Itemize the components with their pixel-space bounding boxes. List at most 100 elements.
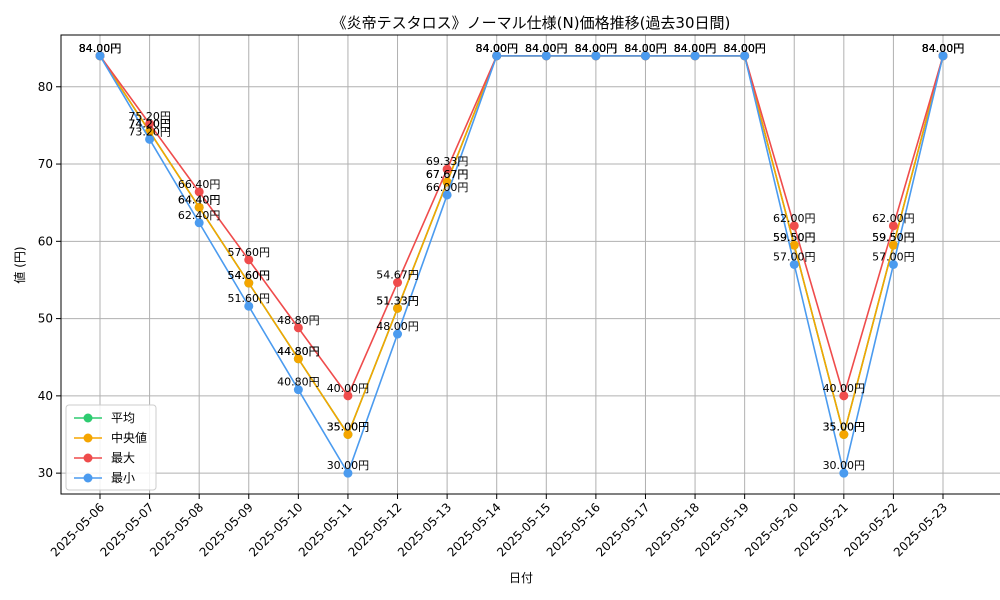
y-tick-label: 70 <box>38 157 53 171</box>
data-label: 74.20円 <box>128 118 171 131</box>
legend-entry-label: 最小 <box>111 471 135 485</box>
data-label: 69.33円 <box>426 155 469 168</box>
data-label: 84.00円 <box>723 42 766 55</box>
data-label: 40.80円 <box>277 376 320 389</box>
data-label: 84.00円 <box>922 42 965 55</box>
data-point <box>442 177 452 187</box>
data-point <box>492 51 502 61</box>
data-label: 84.00円 <box>624 42 667 55</box>
grid-lines <box>61 35 1000 494</box>
data-label: 84.00円 <box>475 42 518 55</box>
data-label: 35.00円 <box>823 421 866 434</box>
legend-entry-label: 中央値 <box>111 430 147 445</box>
legend-marker <box>83 433 93 443</box>
data-labels: 84.00円 74.20円 64.40円 54.60円 44.80円 35.00円 51.3… <box>79 42 965 472</box>
legend-marker <box>83 413 93 423</box>
data-point <box>244 301 254 311</box>
data-point <box>343 430 353 439</box>
data-point <box>293 354 303 364</box>
data-point <box>293 385 303 395</box>
data-label: 84.00円 <box>575 42 618 55</box>
data-label: 51.33円 <box>376 294 419 307</box>
data-label: 84.00円 <box>723 42 766 55</box>
data-label: 57.00円 <box>773 251 816 264</box>
data-point <box>938 51 948 61</box>
data-label: 54.60円 <box>228 269 271 282</box>
plot-frame <box>60 34 1000 495</box>
data-label: 84.00円 <box>525 42 568 55</box>
series-line <box>99 55 944 476</box>
data-label: 59.50円 <box>773 231 816 244</box>
data-label: 62.00円 <box>872 212 915 225</box>
y-tick-label: 60 <box>38 234 53 248</box>
data-label: 84.00円 <box>79 42 122 55</box>
data-label: 84.00円 <box>723 42 766 55</box>
data-point <box>640 51 650 61</box>
data-point <box>888 240 898 250</box>
data-label: 62.40円 <box>178 209 221 222</box>
data-label: 40.00円 <box>823 382 866 395</box>
data-point <box>839 430 849 439</box>
x-axis-ticks: 2025-05-062025-05-072025-05-082025-05-09… <box>48 494 950 559</box>
data-label: 67.67円 <box>426 168 469 181</box>
data-label: 48.80円 <box>277 314 320 327</box>
series-line <box>99 55 944 399</box>
legend-entry-label: 最大 <box>111 451 135 465</box>
data-point <box>393 303 403 313</box>
data-label: 54.67円 <box>376 269 419 282</box>
data-point <box>343 391 353 401</box>
data-label: 59.50円 <box>872 231 915 244</box>
data-point <box>888 221 898 231</box>
data-point <box>541 51 551 61</box>
data-label: 84.00円 <box>723 42 766 55</box>
data-label: 84.00円 <box>922 42 965 55</box>
data-point <box>591 51 601 61</box>
data-label: 57.00円 <box>872 251 915 264</box>
data-label: 44.80円 <box>277 345 320 358</box>
y-tick-label: 80 <box>38 80 53 94</box>
data-point <box>244 278 254 288</box>
data-label: 84.00円 <box>525 42 568 55</box>
legend-entry-label: 平均 <box>111 411 135 425</box>
data-label: 84.00円 <box>674 42 717 55</box>
data-point <box>244 255 254 265</box>
data-label: 67.67円 <box>426 168 469 181</box>
x-tick-label: 2025-05-23 <box>891 500 950 559</box>
data-label: 74.20円 <box>128 118 171 131</box>
data-label: 66.40円 <box>178 178 221 191</box>
data-label: 54.60円 <box>228 269 271 282</box>
data-point <box>789 221 799 231</box>
data-label: 84.00円 <box>624 42 667 55</box>
x-axis-label: 日付 <box>509 571 533 585</box>
data-point <box>839 468 849 478</box>
data-label: 35.00円 <box>327 421 370 434</box>
data-label: 30.00円 <box>327 459 370 472</box>
data-point <box>145 119 155 129</box>
data-label: 64.40円 <box>178 193 221 206</box>
data-label: 84.00円 <box>674 42 717 55</box>
data-label: 84.00円 <box>624 42 667 55</box>
data-point <box>95 51 105 61</box>
y-axis-label: 値 (円) <box>12 246 27 283</box>
data-label: 84.00円 <box>575 42 618 55</box>
data-label: 62.00円 <box>773 212 816 225</box>
y-tick-label: 30 <box>38 466 53 480</box>
data-label: 48.00円 <box>376 320 419 333</box>
data-label: 84.00円 <box>475 42 518 55</box>
data-point <box>442 190 452 200</box>
data-label: 84.00円 <box>475 42 518 55</box>
legend-box <box>65 404 157 491</box>
data-point <box>145 134 155 144</box>
data-label: 51.60円 <box>228 292 271 305</box>
data-label: 84.00円 <box>79 42 122 55</box>
data-label: 59.50円 <box>773 231 816 244</box>
data-label: 44.80円 <box>277 345 320 358</box>
data-label: 73.20円 <box>128 125 171 138</box>
data-label: 40.00円 <box>327 382 370 395</box>
y-tick-label: 40 <box>38 389 53 403</box>
data-label: 84.00円 <box>79 42 122 55</box>
data-point <box>740 51 750 61</box>
data-label: 84.00円 <box>674 42 717 55</box>
